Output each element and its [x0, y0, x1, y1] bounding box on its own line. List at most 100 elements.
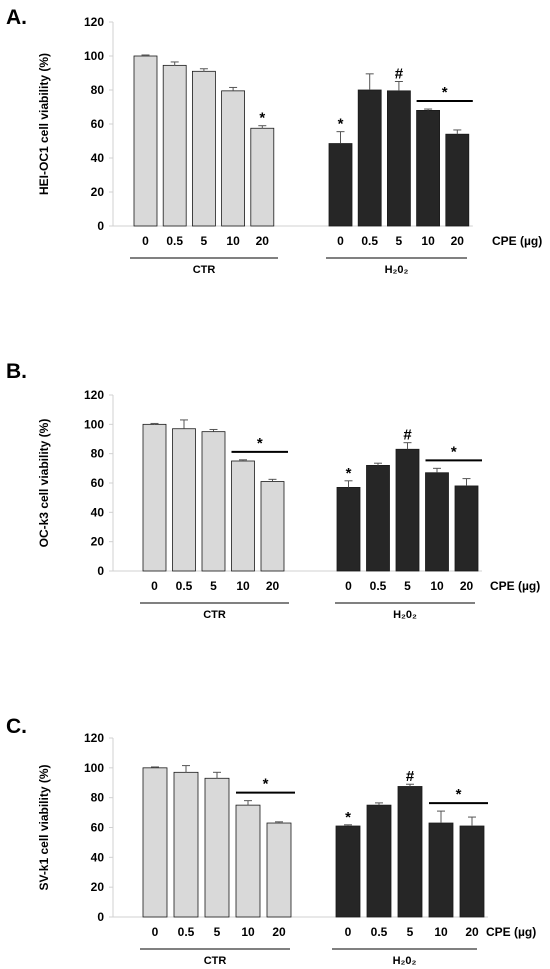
x-tick-label: 0: [142, 234, 149, 248]
x-tick-label: 0: [151, 579, 158, 593]
bar: [221, 90, 246, 227]
x-tick-label: 20: [272, 925, 286, 939]
group-label: CTR: [203, 609, 226, 621]
y-axis-title: OC-k3 cell viability (%): [37, 419, 51, 548]
significance-mark: *: [456, 786, 462, 803]
panel-letter: B.: [6, 360, 27, 383]
x-tick-label: 10: [241, 925, 255, 939]
x-tick-label: 5: [214, 925, 221, 939]
x-tick-label: 5: [201, 234, 208, 248]
x-unit-label: CPE (µg): [492, 234, 542, 248]
significance-mark: *: [346, 465, 352, 482]
x-unit-label: CPE (µg): [486, 925, 536, 939]
x-tick-label: 0: [337, 234, 344, 248]
x-tick-label: 5: [404, 579, 411, 593]
y-tick-label: 0: [97, 910, 104, 924]
x-tick-label: 20: [266, 579, 280, 593]
x-tick-label: 5: [407, 925, 414, 939]
bar: [335, 825, 361, 918]
x-tick-label: 0.5: [361, 234, 378, 248]
bar: [250, 127, 275, 227]
bar: [336, 486, 361, 572]
bar: [395, 448, 420, 572]
bar: [386, 90, 411, 227]
x-tick-label: 0.5: [166, 234, 183, 248]
bar: [454, 485, 479, 572]
y-tick-label: 100: [84, 49, 104, 63]
y-tick-label: 60: [91, 821, 105, 835]
significance-mark: *: [263, 776, 269, 793]
x-tick-label: 0: [345, 579, 352, 593]
bar: [201, 431, 226, 572]
y-tick-label: 120: [84, 731, 104, 745]
group-label: CTR: [204, 955, 227, 967]
x-tick-label: 20: [256, 234, 270, 248]
y-tick-label: 80: [91, 83, 105, 97]
bar: [266, 822, 292, 918]
y-tick-label: 60: [91, 476, 105, 490]
y-tick-label: 20: [91, 535, 105, 549]
x-unit-label: CPE (µg): [490, 579, 540, 593]
significance-mark: *: [345, 809, 351, 826]
x-tick-label: 10: [421, 234, 435, 248]
panel-letter: C.: [6, 715, 27, 738]
significance-mark: #: [406, 768, 415, 785]
bar: [235, 804, 261, 918]
bar: [260, 481, 285, 572]
y-tick-label: 40: [91, 151, 105, 165]
significance-mark: *: [338, 116, 344, 133]
x-tick-label: 0: [345, 925, 352, 939]
bar: [231, 460, 255, 572]
bar: [416, 110, 441, 227]
x-tick-label: 10: [226, 234, 240, 248]
y-tick-label: 120: [84, 388, 104, 402]
x-tick-label: 10: [430, 579, 444, 593]
y-axis-title: HEI-OC1 cell viability (%): [37, 53, 51, 195]
bar: [328, 143, 353, 227]
bar: [204, 777, 230, 918]
significance-mark: #: [403, 427, 412, 444]
significance-mark: #: [395, 66, 404, 83]
y-tick-label: 80: [91, 791, 105, 805]
y-axis-title: SV-k1 cell viability (%): [37, 764, 51, 890]
y-tick-label: 120: [84, 15, 104, 29]
y-tick-label: 20: [91, 185, 105, 199]
bar: [428, 822, 454, 918]
group-label: H₂0₂: [393, 955, 417, 967]
bar: [162, 64, 187, 227]
y-tick-label: 20: [91, 880, 105, 894]
x-tick-label: 20: [465, 925, 479, 939]
y-tick-label: 40: [91, 850, 105, 864]
x-tick-label: 0.5: [178, 925, 195, 939]
significance-mark: *: [451, 443, 457, 460]
x-tick-label: 0: [152, 925, 159, 939]
bar: [191, 70, 216, 227]
x-tick-label: 10: [434, 925, 448, 939]
y-tick-label: 40: [91, 505, 105, 519]
y-tick-label: 80: [91, 447, 105, 461]
bar: [366, 804, 392, 918]
bar: [425, 472, 449, 572]
bar: [397, 786, 423, 918]
significance-mark: *: [257, 435, 263, 452]
x-tick-label: 20: [460, 579, 474, 593]
y-tick-label: 60: [91, 117, 105, 131]
significance-mark: *: [259, 110, 265, 127]
x-tick-label: 0.5: [370, 579, 387, 593]
y-tick-label: 100: [84, 417, 104, 431]
significance-mark: *: [442, 84, 448, 101]
bar: [445, 133, 470, 227]
bar: [142, 423, 167, 572]
y-tick-label: 100: [84, 761, 104, 775]
x-tick-label: 20: [451, 234, 465, 248]
bar: [357, 89, 382, 227]
group-label: H₂0₂: [385, 264, 409, 276]
x-tick-label: 0.5: [371, 925, 388, 939]
group-label: H₂0₂: [393, 609, 417, 621]
y-tick-label: 0: [97, 219, 104, 233]
group-label: CTR: [193, 264, 216, 276]
bar: [173, 771, 199, 918]
bar: [366, 464, 390, 572]
panel-letter: A.: [6, 6, 27, 29]
